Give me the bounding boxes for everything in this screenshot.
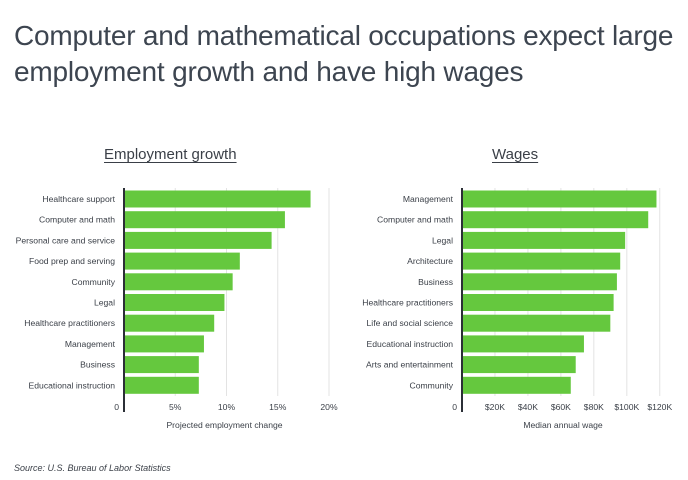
growth-category-label: Computer and math [39, 215, 115, 225]
wage-bar [462, 376, 571, 394]
wage-bar [462, 252, 621, 270]
growth-bar [124, 294, 225, 311]
wage-category-label: Community [410, 380, 454, 390]
growth-category-label: Legal [94, 298, 115, 308]
growth-category-label: Management [65, 339, 116, 349]
growth-bar [124, 314, 215, 332]
growth-category-label: Food prep and serving [29, 256, 115, 266]
wage-bar [462, 335, 584, 353]
wage-tick-label: $60K [551, 402, 571, 412]
growth-bar [124, 335, 204, 353]
wage-bar [462, 314, 611, 332]
wage-tick-label: $120K [647, 402, 672, 412]
wage-tick-label: $40K [518, 402, 538, 412]
growth-bar [124, 376, 199, 394]
wage-tick-label: $100K [614, 402, 639, 412]
wage-category-label: Architecture [407, 256, 453, 266]
wages-panel-title: Wages [492, 146, 539, 163]
growth-tick-label: 0 [114, 402, 119, 412]
wage-tick-label: $20K [485, 402, 505, 412]
wage-category-label: Healthcare practitioners [362, 298, 453, 308]
growth-category-label: Healthcare support [42, 194, 115, 204]
wage-category-label: Legal [432, 235, 453, 245]
growth-bar [124, 231, 272, 249]
wage-category-label: Management [403, 194, 454, 204]
wage-category-label: Life and social science [367, 318, 454, 328]
wage-x-axis-label: Median annual wage [523, 420, 603, 430]
growth-category-label: Educational instruction [29, 380, 116, 390]
growth-bar [124, 356, 199, 374]
wage-bar [462, 231, 626, 249]
wage-bar [462, 211, 649, 229]
chart-title: Computer and mathematical occupations ex… [14, 20, 674, 87]
growth-tick-label: 20% [320, 402, 338, 412]
growth-category-label: Community [72, 277, 116, 287]
wage-category-label: Educational instruction [367, 339, 454, 349]
growth-category-label: Business [80, 360, 115, 370]
growth-x-axis-label: Projected employment change [166, 420, 282, 430]
growth-bar [124, 252, 240, 270]
wage-category-label: Business [418, 277, 453, 287]
wage-bar [462, 190, 657, 208]
wage-bar [462, 273, 617, 291]
growth-tick-label: 10% [218, 402, 236, 412]
source-note: Source: U.S. Bureau of Labor Statistics [14, 463, 171, 473]
wage-category-label: Computer and math [377, 215, 453, 225]
growth-tick-label: 15% [269, 402, 287, 412]
growth-bar [124, 273, 233, 291]
growth-tick-label: 5% [169, 402, 182, 412]
growth-category-label: Personal care and service [16, 235, 116, 245]
growth-category-label: Healthcare practitioners [24, 318, 115, 328]
employment-growth-panel-title: Employment growth [104, 146, 237, 163]
growth-bar [124, 190, 311, 208]
growth-bar [124, 211, 285, 229]
wage-bar [462, 294, 614, 311]
wage-category-label: Arts and entertainment [366, 360, 454, 370]
wage-bar [462, 356, 576, 374]
wage-tick-label: $80K [584, 402, 604, 412]
wage-tick-label: 0 [452, 402, 457, 412]
